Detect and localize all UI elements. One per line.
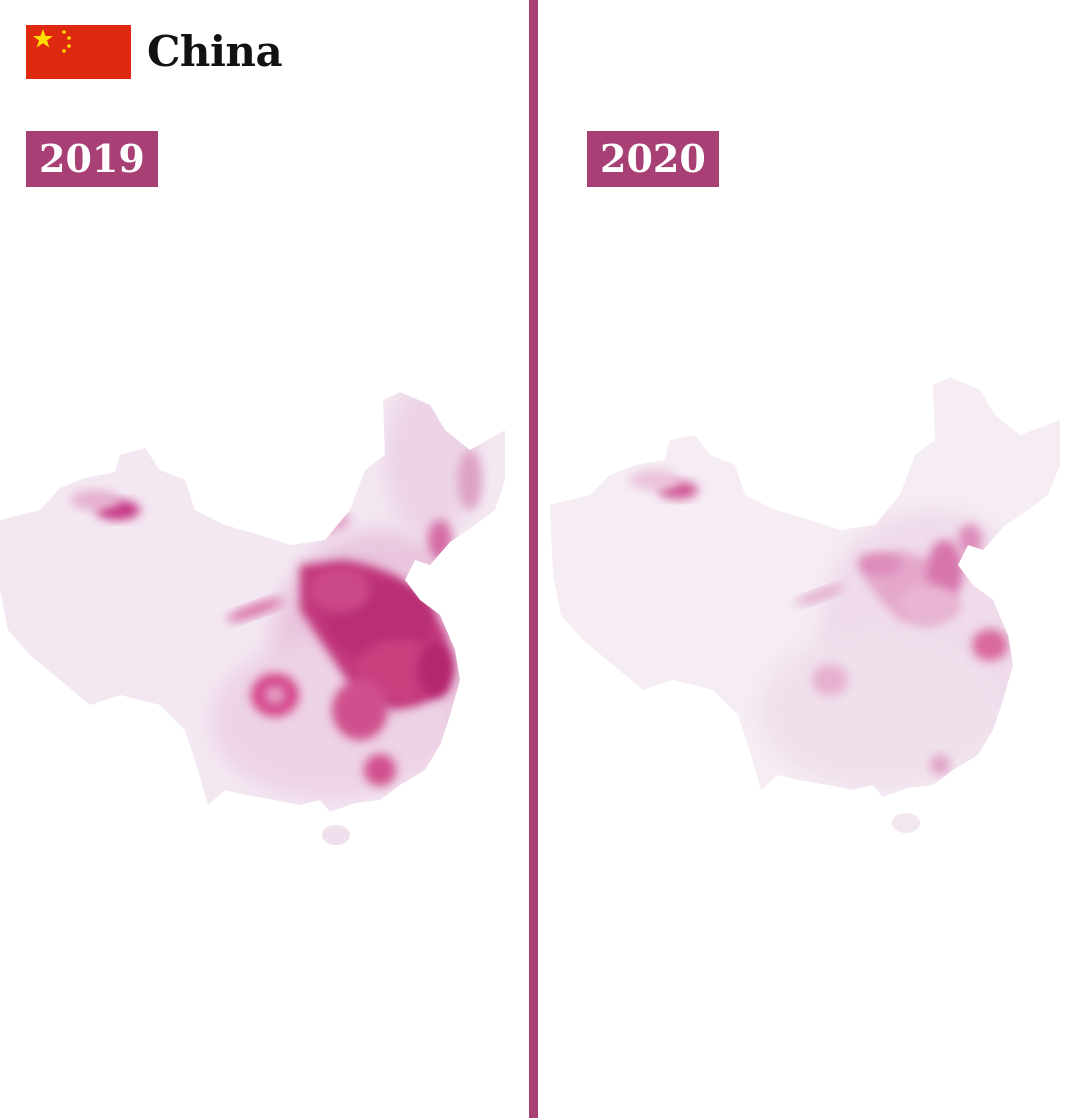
hainan-island-2019 [322, 825, 350, 845]
map-2020 [550, 360, 1062, 860]
flag-large-star [33, 29, 53, 48]
map-2019 [0, 360, 512, 860]
china-map-2020 [550, 377, 1060, 833]
year-badge-2020: 2020 [587, 131, 719, 187]
china-map-2019 [0, 392, 505, 845]
china-flag-icon [26, 25, 131, 79]
year-badge-2019: 2019 [26, 131, 158, 187]
panel-divider [529, 0, 538, 1118]
hainan-island-2020 [892, 813, 920, 833]
header: China [26, 24, 283, 80]
country-title: China [147, 27, 283, 76]
